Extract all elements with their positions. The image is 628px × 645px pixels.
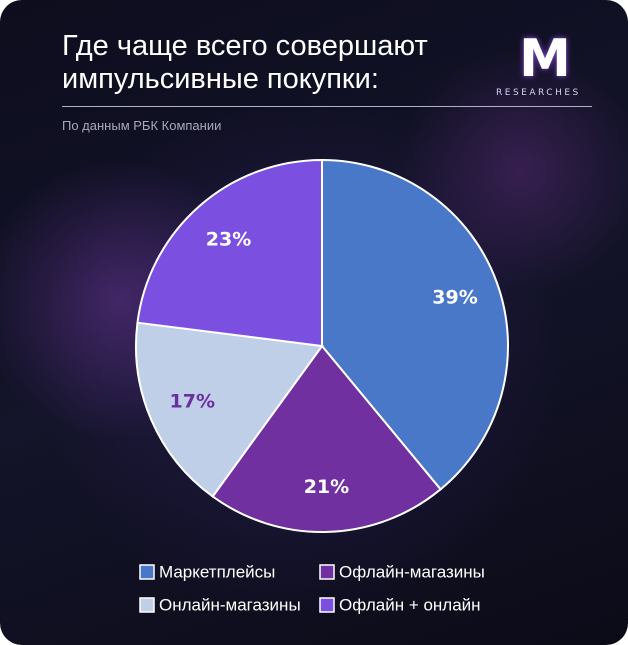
pie-slice xyxy=(136,158,323,348)
legend-label: Офлайн-магазины xyxy=(339,562,485,581)
legend-swatch xyxy=(319,564,335,580)
chart-subtitle: По данным РБК Компании xyxy=(62,118,222,133)
divider xyxy=(62,106,592,107)
logo-mark: M xyxy=(519,29,571,89)
data-label: 23% xyxy=(206,228,251,250)
data-label: 39% xyxy=(432,287,477,309)
pie-slice xyxy=(211,344,442,533)
data-label: 17% xyxy=(170,391,215,413)
pie-slice xyxy=(135,321,324,498)
legend-swatch xyxy=(139,597,155,613)
data-label: 21% xyxy=(304,476,349,498)
legend-swatch xyxy=(319,597,335,613)
chart-title: Где чаще всего совершают импульсивные по… xyxy=(62,30,428,95)
legend-label: Маркетплейсы xyxy=(159,562,275,581)
legend-label: Офлайн + онлайн xyxy=(339,595,481,614)
logo-text: RESEARCHES xyxy=(496,88,581,98)
pie-slice xyxy=(321,158,509,491)
legend-label: Онлайн-магазины xyxy=(159,595,301,614)
legend-swatch xyxy=(139,564,155,580)
